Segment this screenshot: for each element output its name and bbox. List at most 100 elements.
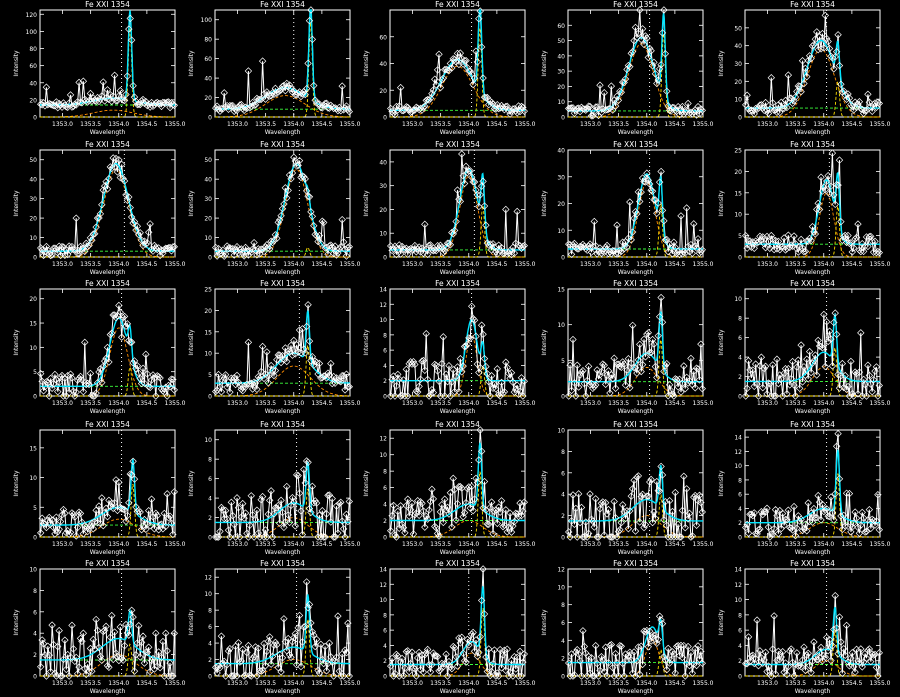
- x-tick-label: 1354.0: [813, 680, 834, 687]
- data-point: [62, 665, 70, 674]
- data-point: [453, 186, 462, 194]
- data-point: [811, 514, 820, 522]
- data-point: [835, 61, 844, 70]
- x-tick-label: 1353.0: [52, 541, 73, 548]
- data-point: [112, 649, 120, 657]
- data-point: [810, 357, 818, 365]
- data-point: [163, 98, 171, 106]
- y-tick-label: 4: [208, 496, 212, 503]
- data-point: [486, 240, 494, 248]
- data-point: [54, 387, 62, 396]
- data-point: [566, 672, 574, 680]
- data-point: [436, 508, 445, 516]
- data-point: [318, 104, 326, 112]
- data-point: [658, 29, 667, 37]
- data-point: [49, 380, 58, 388]
- data-point: [743, 384, 751, 393]
- y-tick-label: 0: [561, 115, 565, 122]
- data-point: [619, 238, 627, 246]
- data-point: [221, 371, 230, 379]
- data-point: [780, 668, 788, 676]
- y-tick-label: 25: [204, 287, 212, 294]
- data-point: [827, 493, 835, 501]
- data-point: [159, 637, 167, 646]
- data-point: [226, 101, 234, 110]
- data-point: [477, 182, 486, 190]
- y-tick-label: 0: [383, 115, 387, 122]
- y-tick-label: 0: [208, 674, 212, 681]
- data-point: [690, 493, 698, 501]
- data-point: [314, 533, 322, 541]
- data-point: [596, 505, 604, 513]
- x-tick-label: 1354.0: [108, 680, 129, 687]
- data-point: [37, 369, 45, 378]
- data-point: [274, 501, 282, 510]
- data-point: [698, 659, 706, 667]
- data-point: [694, 642, 702, 650]
- data-point: [801, 247, 810, 256]
- data-point: [293, 471, 301, 479]
- data-point: [657, 167, 665, 176]
- y-tick-label: 0: [383, 535, 387, 542]
- data-point: [267, 660, 275, 668]
- data-point: [499, 389, 507, 397]
- data-point: [321, 99, 329, 108]
- data-point: [96, 519, 105, 528]
- data-point: [688, 249, 697, 257]
- y-tick-label: 5: [33, 505, 37, 512]
- data-point: [69, 102, 78, 111]
- data-point: [648, 633, 657, 641]
- data-point: [682, 485, 691, 493]
- data-point: [811, 351, 820, 359]
- x-tick-label: 1354.5: [311, 680, 332, 687]
- data-point: [470, 316, 479, 324]
- data-point: [817, 516, 825, 524]
- data-point: [838, 359, 847, 368]
- data-point: [579, 627, 587, 635]
- y-tick-label: 60: [557, 23, 565, 30]
- data-point: [694, 102, 702, 111]
- data-point: [302, 578, 311, 586]
- y-tick-label: 10: [204, 591, 212, 598]
- data-point: [399, 376, 408, 384]
- x-tick-label: 1354.0: [108, 121, 129, 128]
- data-point: [285, 518, 294, 527]
- data-point: [423, 375, 432, 384]
- data-point: [37, 663, 45, 671]
- data-point: [691, 242, 699, 250]
- data-point: [297, 173, 305, 182]
- data-point: [244, 67, 253, 75]
- y-tick-label: 8: [208, 457, 212, 464]
- y-axis-label: Intensity: [718, 470, 725, 497]
- data-point: [399, 245, 408, 254]
- data-point: [807, 668, 815, 677]
- data-point: [334, 529, 342, 537]
- x-tick-label: 1353.5: [430, 400, 451, 407]
- data-point: [452, 653, 460, 661]
- data-point: [295, 611, 304, 620]
- x-tick-label: 1354.5: [486, 541, 507, 548]
- data-point: [579, 367, 587, 375]
- data-point: [784, 662, 793, 671]
- data-point: [248, 511, 257, 519]
- data-point: [640, 523, 648, 532]
- y-tick-label: 0: [208, 255, 212, 262]
- data-point: [129, 82, 137, 90]
- data-point: [220, 89, 228, 97]
- y-tick-label: 30: [29, 196, 37, 203]
- data-point: [234, 378, 243, 387]
- data-point: [692, 521, 701, 529]
- data-point: [820, 44, 828, 52]
- data-point: [654, 199, 662, 207]
- data-point: [109, 154, 117, 162]
- data-point: [85, 241, 93, 250]
- data-point: [344, 383, 352, 391]
- data-point: [606, 641, 614, 650]
- data-point: [54, 528, 62, 536]
- data-point: [246, 671, 254, 679]
- data-point: [874, 392, 882, 400]
- y-tick-label: 60: [204, 56, 212, 63]
- data-point: [263, 88, 271, 96]
